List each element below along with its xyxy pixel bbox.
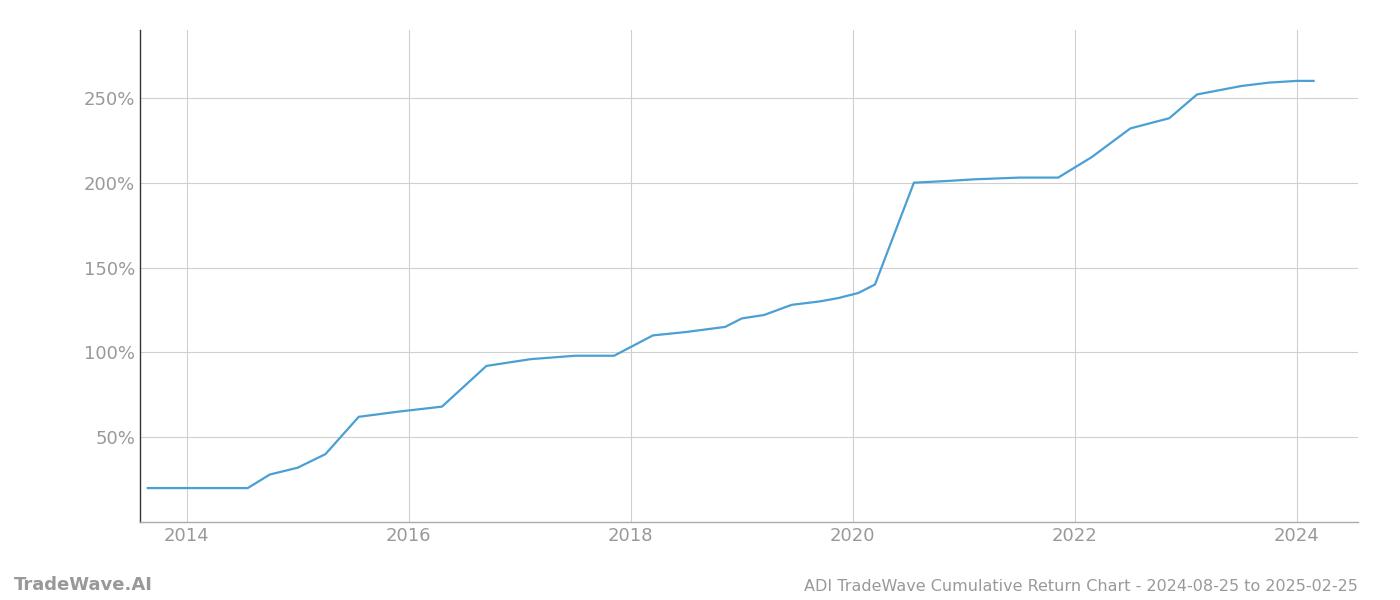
Text: ADI TradeWave Cumulative Return Chart - 2024-08-25 to 2025-02-25: ADI TradeWave Cumulative Return Chart - … [804,579,1358,594]
Text: TradeWave.AI: TradeWave.AI [14,576,153,594]
